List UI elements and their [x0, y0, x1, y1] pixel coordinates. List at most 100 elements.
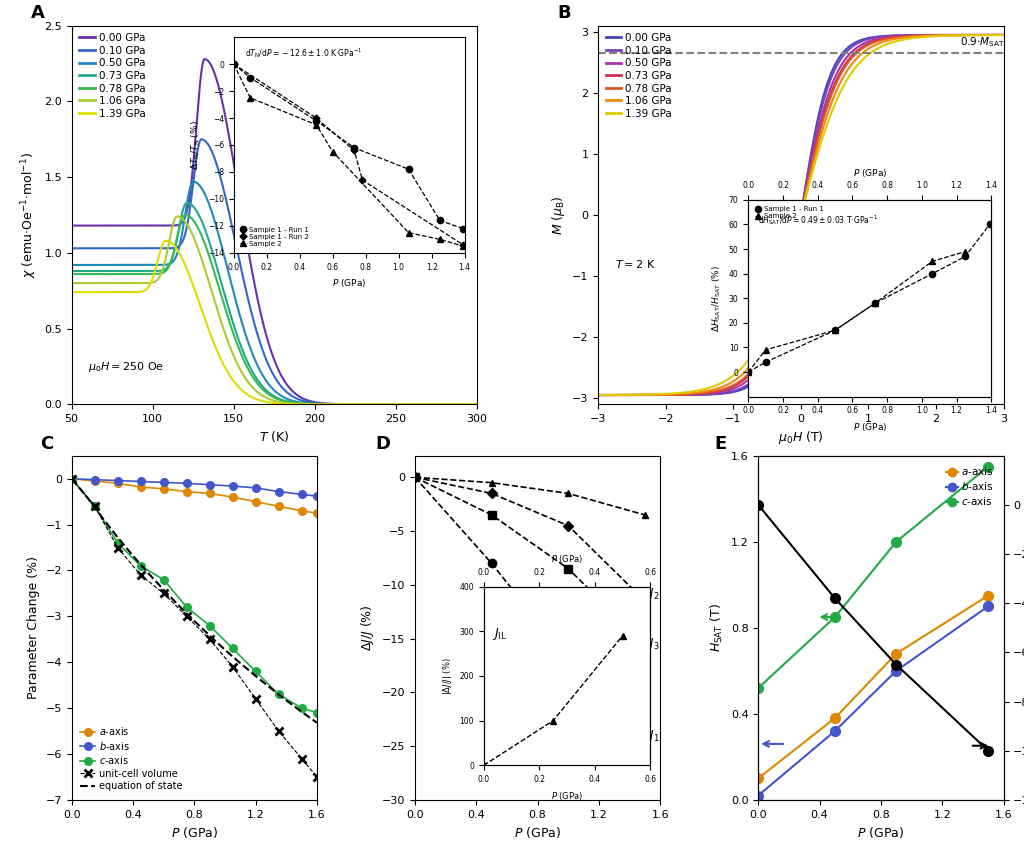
0.78 GPa — [221, 310, 233, 320]
Line: 0.00 GPa: 0.00 GPa — [72, 59, 477, 404]
equation of state — [296, 707, 308, 717]
Text: $J_1$: $J_1$ — [648, 728, 659, 744]
equation of state — [96, 513, 109, 523]
Line: 0.78 GPa: 0.78 GPa — [598, 35, 1004, 395]
X-axis label: $P$ (GPa): $P$ (GPa) — [551, 553, 583, 565]
1.06 GPa — [136, 278, 148, 288]
0.78 GPa — [419, 399, 431, 409]
$a$-axis — [88, 476, 100, 486]
0.73 GPa — [663, 390, 675, 400]
0.73 GPa — [221, 298, 233, 309]
0.10 GPa — [638, 390, 650, 400]
unit-cell volume — [66, 474, 78, 484]
0.50 GPa — [946, 30, 958, 40]
equation of state — [142, 568, 155, 579]
Line: 0.50 GPa: 0.50 GPa — [598, 35, 1004, 395]
1.39 GPa — [463, 399, 475, 409]
0.00 GPa — [765, 350, 777, 360]
Legend: 0.00 GPa, 0.10 GPa, 0.50 GPa, 0.73 GPa, 0.78 GPa, 1.06 GPa, 1.39 GPa: 0.00 GPa, 0.10 GPa, 0.50 GPa, 0.73 GPa, … — [603, 31, 674, 120]
$b$-axis — [66, 474, 78, 484]
0.73 GPa — [997, 30, 1010, 40]
0.73 GPa — [946, 30, 958, 40]
unit-cell volume — [180, 611, 193, 622]
equation of state — [219, 645, 231, 655]
0.50 GPa — [187, 176, 200, 187]
Line: $a$-axis: $a$-axis — [68, 475, 321, 517]
X-axis label: $P$ (GPa): $P$ (GPa) — [857, 825, 904, 840]
Line: 0.10 GPa: 0.10 GPa — [598, 35, 1004, 395]
Text: $0.9{\cdot}M_\mathrm{SAT}$: $0.9{\cdot}M_\mathrm{SAT}$ — [959, 35, 1005, 49]
X-axis label: $P$ (GPa): $P$ (GPa) — [514, 825, 561, 840]
$a$-axis — [250, 496, 262, 507]
0.73 GPa — [989, 30, 1001, 40]
unit-cell volume — [226, 661, 239, 672]
0.78 GPa — [946, 30, 958, 40]
$a$-axis — [296, 506, 308, 516]
Text: A: A — [31, 4, 45, 22]
0.78 GPa — [471, 399, 483, 409]
0.00 GPa — [239, 224, 251, 235]
0.50 GPa — [471, 399, 483, 409]
Text: E: E — [714, 435, 726, 453]
$b$-axis — [226, 481, 239, 491]
Line: $b$-axis: $b$-axis — [68, 475, 321, 500]
$c$-axis — [226, 643, 239, 654]
$c$-axis — [272, 689, 285, 699]
0.10 GPa — [221, 200, 233, 210]
1.06 GPa — [239, 372, 251, 383]
1.06 GPa — [638, 390, 650, 400]
Y-axis label: Parameter Change (%): Parameter Change (%) — [27, 556, 40, 699]
0.73 GPa — [136, 266, 148, 276]
$a$-axis — [112, 478, 124, 488]
1.06 GPa — [471, 399, 483, 409]
0.00 GPa — [419, 399, 431, 409]
0.00 GPa — [199, 54, 211, 64]
$b$-axis — [180, 478, 193, 488]
1.39 GPa — [112, 287, 124, 298]
1.06 GPa — [112, 278, 124, 288]
$b$-axis — [134, 476, 146, 487]
$b$-axis — [88, 475, 100, 485]
Y-axis label: $H_\mathrm{SAT}$ (T): $H_\mathrm{SAT}$ (T) — [710, 604, 725, 652]
equation of state — [310, 717, 323, 728]
0.50 GPa — [136, 260, 148, 270]
0.10 GPa — [463, 399, 475, 409]
0.00 GPa — [748, 378, 760, 388]
unit-cell volume — [112, 543, 124, 553]
$a$-axis — [310, 508, 323, 519]
0.10 GPa — [663, 390, 675, 400]
0.50 GPa — [221, 262, 233, 273]
0.00 GPa — [946, 30, 958, 40]
0.10 GPa — [239, 280, 251, 290]
0.00 GPa — [463, 399, 475, 409]
$b$-axis — [310, 491, 323, 501]
Text: $J_3$: $J_3$ — [648, 636, 659, 652]
$a$-axis — [272, 501, 285, 512]
unit-cell volume — [272, 726, 285, 736]
unit-cell volume — [310, 771, 323, 782]
equation of state — [173, 600, 185, 611]
$a$-axis — [204, 488, 216, 499]
Text: $J_2$: $J_2$ — [648, 586, 659, 602]
0.00 GPa — [638, 390, 650, 400]
1.39 GPa — [663, 389, 675, 399]
unit-cell volume — [250, 694, 262, 704]
1.06 GPa — [463, 399, 475, 409]
unit-cell volume — [88, 501, 100, 512]
0.00 GPa — [997, 30, 1010, 40]
Y-axis label: $\Delta J/J$ (%): $\Delta J/J$ (%) — [359, 605, 376, 651]
$c$-axis — [88, 501, 100, 512]
equation of state — [281, 695, 293, 705]
0.78 GPa — [463, 399, 475, 409]
0.78 GPa — [66, 269, 78, 280]
$b$-axis — [112, 476, 124, 486]
Text: B: B — [558, 4, 571, 22]
$a$-axis — [180, 487, 193, 497]
Y-axis label: $\chi$ (emu·Oe$^{-1}$·mol$^{-1}$): $\chi$ (emu·Oe$^{-1}$·mol$^{-1}$) — [19, 152, 39, 278]
1.06 GPa — [997, 30, 1010, 40]
1.39 GPa — [66, 287, 78, 298]
Line: unit-cell volume: unit-cell volume — [68, 475, 322, 781]
$c$-axis — [250, 666, 262, 677]
1.39 GPa — [419, 399, 431, 409]
0.10 GPa — [748, 375, 760, 385]
